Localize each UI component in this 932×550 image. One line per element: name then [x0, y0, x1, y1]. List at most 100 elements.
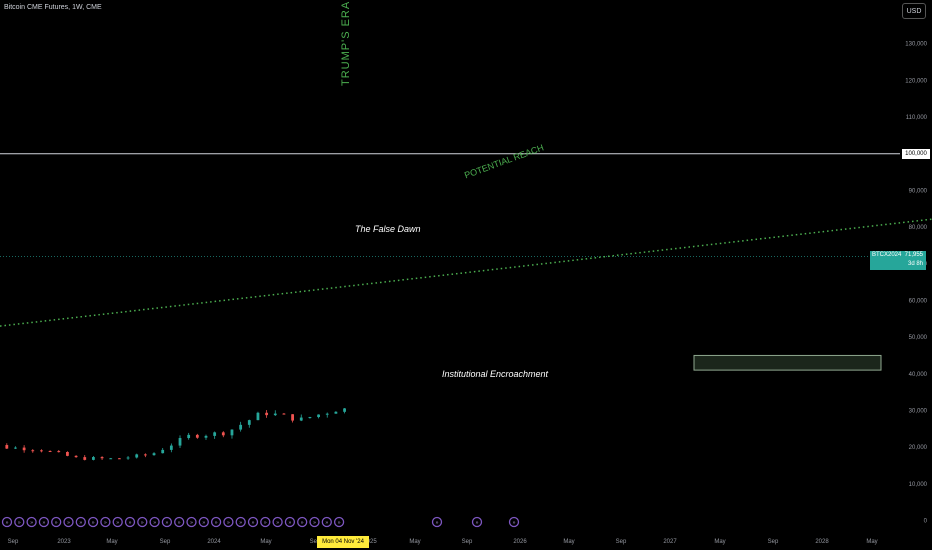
candle-body [109, 458, 113, 460]
event-marker-glyph: » [18, 520, 21, 526]
event-marker [297, 516, 308, 528]
candle-body [40, 450, 43, 452]
event-marker [272, 516, 283, 528]
candle-body [31, 450, 35, 452]
candle-body [195, 434, 199, 438]
event-marker-glyph: » [227, 520, 230, 526]
candle-body [143, 454, 147, 456]
event-marker-glyph: » [476, 520, 479, 526]
event-marker-glyph: » [141, 520, 144, 526]
event-marker-glyph: » [190, 520, 193, 526]
event-marker-glyph: » [202, 520, 205, 526]
event-marker-glyph: » [325, 520, 328, 526]
event-marker [124, 516, 136, 528]
event-marker-glyph: » [55, 520, 58, 526]
candle-body [291, 414, 294, 421]
false-dawn-label: The False Dawn [355, 224, 421, 234]
candle-body [169, 445, 173, 450]
candle-body [265, 412, 269, 416]
event-marker [210, 516, 222, 528]
y-tick-label: 0 [924, 519, 928, 525]
candle-body [100, 457, 104, 459]
x-tick-label: Sep [616, 539, 627, 545]
event-marker-glyph: » [153, 520, 156, 526]
candle-body [187, 434, 191, 439]
y-tick-label: 40,000 [909, 372, 928, 378]
event-marker-glyph: » [252, 520, 255, 526]
event-marker-glyph: » [289, 520, 292, 526]
event-marker [38, 516, 50, 528]
event-marker [75, 516, 86, 528]
event-marker-glyph: » [6, 520, 9, 526]
candle-body [57, 451, 61, 453]
event-marker [333, 516, 345, 528]
x-tick-label: May [409, 539, 420, 545]
event-marker [309, 516, 320, 528]
x-tick-label: Sep [462, 539, 473, 545]
candle-body [14, 447, 17, 449]
candle-body [213, 432, 217, 436]
event-marker [247, 516, 259, 528]
x-tick-label: 2025 [363, 539, 377, 545]
event-marker-glyph: » [215, 520, 218, 526]
event-marker-glyph: » [301, 520, 304, 526]
candle-body [22, 447, 26, 451]
candle-body [92, 457, 95, 460]
x-tick-label: 2023 [57, 539, 71, 545]
candle-body [325, 413, 329, 415]
candle-body [48, 451, 52, 453]
candle-body [152, 453, 156, 456]
trumps-era-label: TRUMP'S ERA [340, 0, 352, 86]
candle-body [74, 455, 78, 458]
event-marker [198, 516, 209, 528]
candle-body [343, 408, 346, 412]
institutional-encroachment-label: Institutional Encroachment [442, 369, 549, 379]
event-marker-glyph: » [276, 520, 279, 526]
candle-body [282, 413, 286, 415]
event-marker [137, 516, 148, 528]
event-marker [100, 516, 111, 528]
event-marker [174, 516, 185, 528]
currency-button[interactable]: USD [902, 3, 926, 19]
event-marker-glyph: » [30, 520, 33, 526]
y-tick-label: 80,000 [909, 225, 928, 231]
x-tick-label: 2028 [815, 539, 829, 545]
event-marker [112, 516, 123, 528]
candle-body [230, 429, 234, 436]
event-marker [1, 516, 13, 528]
event-marker-glyph: » [338, 520, 341, 526]
event-marker [235, 516, 246, 528]
event-marker [471, 516, 483, 528]
candle-body [247, 420, 251, 425]
x-tick-label: 2027 [663, 539, 677, 545]
crosshair-date-tag: Mon 04 Nov '24 [317, 536, 369, 548]
x-tick-label: Sep [768, 539, 779, 545]
event-marker-glyph: » [166, 520, 169, 526]
event-marker [284, 516, 296, 528]
candle-body [161, 449, 165, 454]
event-marker [431, 516, 443, 528]
event-marker [508, 516, 520, 528]
event-marker-glyph: » [313, 520, 316, 526]
x-tick-label: 2026 [513, 539, 527, 545]
level-price-tag: 100,000 [902, 149, 930, 159]
symbol-label: BTCX2024 [872, 252, 902, 258]
x-tick-label: May [714, 539, 725, 545]
y-tick-label: 50,000 [909, 335, 928, 341]
candle-body [117, 458, 121, 460]
y-tick-label: 60,000 [909, 298, 928, 304]
x-tick-label: May [866, 539, 877, 545]
event-marker-glyph: » [513, 520, 516, 526]
candle-body [317, 414, 320, 418]
candle-body [135, 454, 139, 458]
x-tick-label: May [260, 539, 271, 545]
event-marker [14, 516, 25, 528]
last-price-value: 71,955 [904, 252, 923, 258]
y-tick-label: 10,000 [909, 482, 928, 488]
event-marker-glyph: » [79, 520, 82, 526]
x-tick-label: Sep [310, 539, 321, 545]
y-tick-label: 130,000 [905, 42, 927, 48]
y-tick-label: 30,000 [909, 408, 928, 414]
event-marker-glyph: » [43, 520, 46, 526]
